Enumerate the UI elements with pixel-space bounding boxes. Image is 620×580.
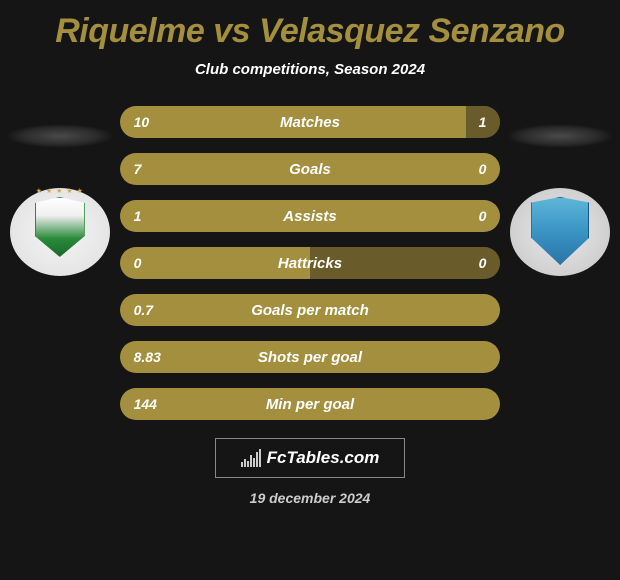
stat-label: Matches (280, 114, 340, 131)
stat-bar: 0 Hattricks 0 (120, 247, 501, 279)
chart-icon (241, 449, 261, 467)
brand-box[interactable]: FcTables.com (215, 438, 405, 478)
right-player-col (500, 106, 620, 276)
stat-value-left: 144 (134, 396, 157, 412)
stat-value-left: 1 (134, 208, 142, 224)
left-player-col: ★ ★ ★ ★ ★ (0, 106, 120, 276)
stat-value-right: 0 (479, 255, 487, 271)
stat-bar: 144 Min per goal (120, 388, 501, 420)
subtitle: Club competitions, Season 2024 (0, 61, 620, 78)
stat-bar: 0.7 Goals per match (120, 294, 501, 326)
stat-label: Hattricks (278, 255, 342, 272)
club-badge-right (510, 188, 610, 276)
stat-bar: 10 Matches 1 (120, 106, 501, 138)
stat-label: Min per goal (266, 396, 354, 413)
club-badge-left: ★ ★ ★ ★ ★ (10, 188, 110, 276)
stat-label: Assists (283, 208, 336, 225)
badge-stars-icon: ★ ★ ★ ★ ★ (30, 187, 90, 195)
player-photo-placeholder-right (506, 124, 614, 148)
stat-value-right: 0 (479, 161, 487, 177)
stat-value-left: 8.83 (134, 349, 161, 365)
page-title: Riquelme vs Velasquez Senzano (0, 0, 620, 51)
stat-label: Shots per goal (258, 349, 362, 366)
stat-bar: 8.83 Shots per goal (120, 341, 501, 373)
comparison-area: ★ ★ ★ ★ ★ 10 Matches 1 7 Goals 0 1 Assists 0 0 Hat… (0, 106, 620, 420)
player-photo-placeholder-left (6, 124, 114, 148)
stat-value-left: 0.7 (134, 302, 153, 318)
stats-column: 10 Matches 1 7 Goals 0 1 Assists 0 0 Hattricks 0 0.7… (120, 106, 501, 420)
stat-label: Goals (289, 161, 331, 178)
stat-value-left: 0 (134, 255, 142, 271)
stat-value-right: 0 (479, 208, 487, 224)
stat-bar: 1 Assists 0 (120, 200, 501, 232)
stat-bar: 7 Goals 0 (120, 153, 501, 185)
stat-value-left: 10 (134, 114, 150, 130)
stat-label: Goals per match (251, 302, 369, 319)
stat-value-left: 7 (134, 161, 142, 177)
shield-icon (531, 197, 589, 265)
stat-value-right: 1 (479, 114, 487, 130)
brand-label: FcTables.com (267, 448, 380, 468)
date-label: 19 december 2024 (0, 490, 620, 506)
shield-icon (35, 197, 85, 257)
